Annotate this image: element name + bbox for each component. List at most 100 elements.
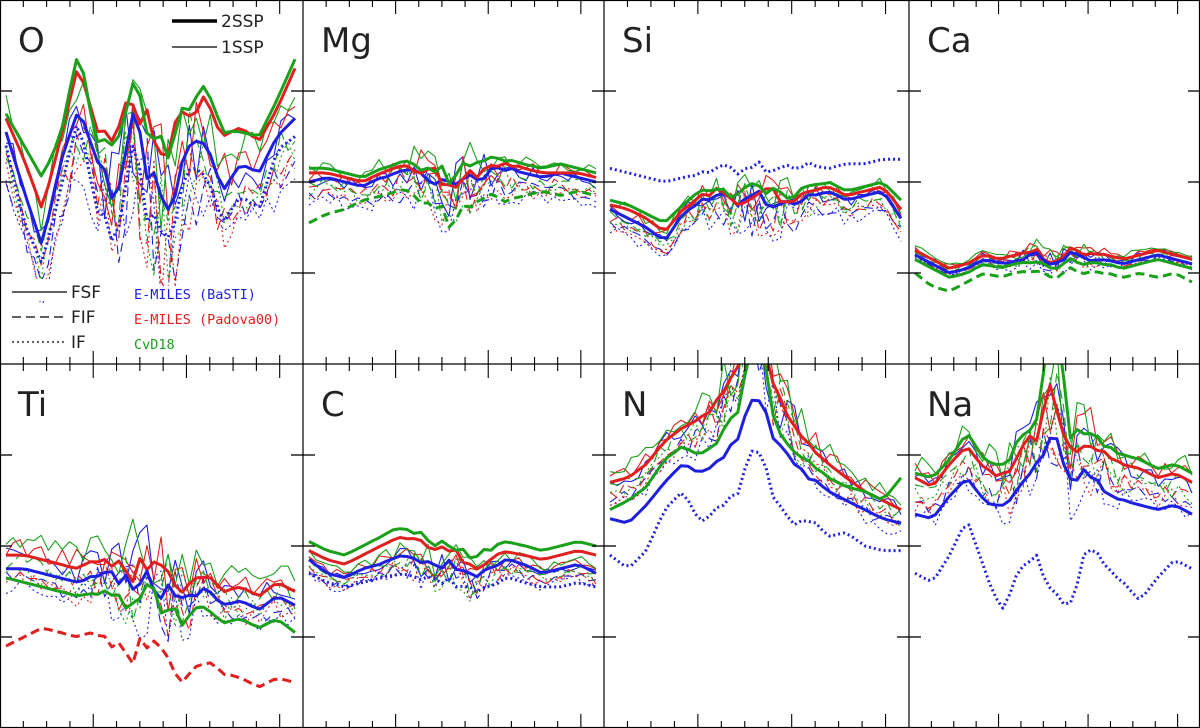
panel-o: O <box>0 0 303 364</box>
series-line-e-miles-padova00-fsf-2ssp <box>609 185 903 231</box>
legend-bg <box>131 286 301 305</box>
legend-label-e-miles-padova00: E-MILES (Padova00) <box>134 312 280 328</box>
legend-label-if: IF <box>71 333 86 353</box>
series-line-cvd18-fsf-2ssp <box>914 364 1193 479</box>
panel-si: Si <box>604 0 909 364</box>
series-line-cvd18-fif-thin <box>914 371 1193 496</box>
series-line-e-miles-padova00-fsf-2ssp <box>914 383 1193 487</box>
series-line-e-miles-padova00-fsf-2ssp <box>6 553 296 597</box>
series-line-e-miles-padova00-fsf-2ssp <box>914 246 1193 270</box>
panel-title-mg: Mg <box>321 21 372 61</box>
panel-c: C <box>303 364 604 728</box>
series-line-e-miles-padova00-fsf-2ssp <box>609 364 902 511</box>
plot-area <box>308 527 597 602</box>
series-line-e-miles-basti-fsf-2ssp <box>914 250 1193 275</box>
series-line-e-miles-padova00-fif-thin <box>609 185 902 255</box>
series-line-cvd18-if-thin <box>609 187 902 246</box>
series-line-e-miles-padova00-fif-thin <box>308 557 597 594</box>
series-line-e-miles-basti-fsf-thin <box>914 383 1193 494</box>
series-line-e-miles-padova00-if-thin <box>914 438 1193 516</box>
series-line-e-miles-basti-if-2ssp <box>609 157 902 183</box>
series-line-e-miles-padova00-if-thin <box>609 190 902 251</box>
series-line-cvd18-if-thin <box>308 165 597 223</box>
panel-title-n: N <box>622 385 647 425</box>
series-line-cvd18-if-thin <box>5 566 296 628</box>
series-line-e-miles-basti-fsf-2ssp <box>609 189 903 240</box>
legend: 2SSP 1SSP FSF FIF IF E-MILES (BaSTI) E-MILES (… <box>6 7 301 355</box>
series-line-e-miles-basti-if-2ssp <box>308 571 597 594</box>
panel-ca: Ca <box>909 0 1200 364</box>
series-line-cvd18-fif-thin <box>5 110 296 252</box>
series-line-e-miles-basti-fif-thin <box>609 364 902 524</box>
series-line-e-miles-padova00-fsf-2ssp <box>308 536 597 571</box>
series-line-e-miles-basti-fsf-2ssp <box>5 567 296 611</box>
series-line-cvd18-fsf-thin <box>609 364 902 506</box>
legend-label-2ssp: 2SSP <box>221 12 264 32</box>
series-line-e-miles-basti-fif-thin <box>5 105 296 283</box>
series-line-e-miles-basti-fsf-2ssp <box>609 398 902 525</box>
series-line-e-miles-basti-fsf-2ssp <box>308 166 597 187</box>
series-line-cvd18-if-thin <box>914 375 1193 508</box>
series-line-cvd18-fsf-2ssp <box>609 364 903 511</box>
panel-n: N <box>604 364 909 728</box>
plot-area <box>5 518 296 689</box>
legend-bg <box>6 304 120 326</box>
series-line-e-miles-padova00-fif-2ssp <box>5 626 296 689</box>
series-line-e-miles-padova00-if-thin <box>914 250 1193 276</box>
panel-title-ti: Ti <box>17 385 47 425</box>
panel-title-c: C <box>321 385 345 425</box>
series-line-cvd18-fif-2ssp <box>308 188 597 229</box>
series-line-cvd18-fsf-2ssp <box>5 576 296 634</box>
panel-title-na: Na <box>927 385 973 425</box>
series-line-e-miles-basti-fif-thin <box>5 564 296 642</box>
series-line-e-miles-basti-if-2ssp <box>4 124 296 264</box>
legend-label-fif: FIF <box>71 308 96 328</box>
legend-label-fsf: FSF <box>71 283 101 303</box>
panel-mg: Mg <box>303 0 604 364</box>
series-line-e-miles-padova00-fif-thin <box>914 428 1193 509</box>
panel-title-o: O <box>18 21 45 61</box>
series-line-cvd18-if-thin <box>5 132 296 281</box>
plot-area <box>914 364 1193 610</box>
legend-label-1ssp: 1SSP <box>221 38 264 58</box>
series-line-e-miles-basti-if-thin <box>308 177 597 234</box>
series-line-cvd18-fsf-2ssp <box>308 527 597 560</box>
legend-bg <box>168 33 268 55</box>
panel-title-si: Si <box>622 21 653 61</box>
series-line-e-miles-basti-fsf-thin <box>5 524 296 614</box>
series-line-cvd18-fsf-2ssp <box>4 58 297 178</box>
series-line-cvd18-fsf-thin <box>914 364 1193 483</box>
series-line-e-miles-basti-if-thin <box>914 403 1193 526</box>
series-line-cvd18-if-thin <box>609 364 902 529</box>
legend-bg <box>168 7 268 29</box>
series-line-cvd18-fsf-2ssp <box>914 257 1193 279</box>
legend-bg <box>131 336 301 355</box>
series-line-e-miles-basti-fsf-2ssp <box>308 554 597 580</box>
panel-title-ca: Ca <box>927 21 972 61</box>
plot-area <box>308 141 597 234</box>
series-line-cvd18-fsf-2ssp <box>309 155 597 185</box>
series-line-e-miles-padova00-fsf-2ssp <box>309 161 597 189</box>
plot-area <box>914 238 1193 293</box>
plot-area <box>609 157 903 257</box>
series-line-e-miles-basti-if-2ssp <box>609 449 901 568</box>
series-line-e-miles-basti-fsf-2ssp <box>4 112 297 245</box>
series-line-cvd18-if-thin <box>308 552 597 602</box>
series-line-e-miles-basti-fsf-thin <box>609 182 902 242</box>
series-line-cvd18-fif-thin <box>609 182 902 243</box>
plot-area <box>609 364 903 568</box>
legend-label-cvd18: CvD18 <box>134 337 175 353</box>
series-line-cvd18-fsf-2ssp <box>609 181 903 223</box>
panel-na: Na <box>909 364 1200 728</box>
series-line-cvd18-fif-thin <box>308 167 597 210</box>
series-line-e-miles-padova00-fsf-2ssp <box>4 67 297 209</box>
legend-label-e-miles-basti: E-MILES (BaSTI) <box>134 287 256 303</box>
series-line-e-miles-basti-if-2ssp <box>914 523 1193 610</box>
series-line-cvd18-fif-thin <box>609 364 902 517</box>
series-line-e-miles-padova00-fsf-thin <box>609 364 902 510</box>
plot-area <box>4 58 297 310</box>
legend-bg <box>131 311 301 330</box>
series-line-e-miles-basti-fsf-2ssp <box>914 436 1193 520</box>
